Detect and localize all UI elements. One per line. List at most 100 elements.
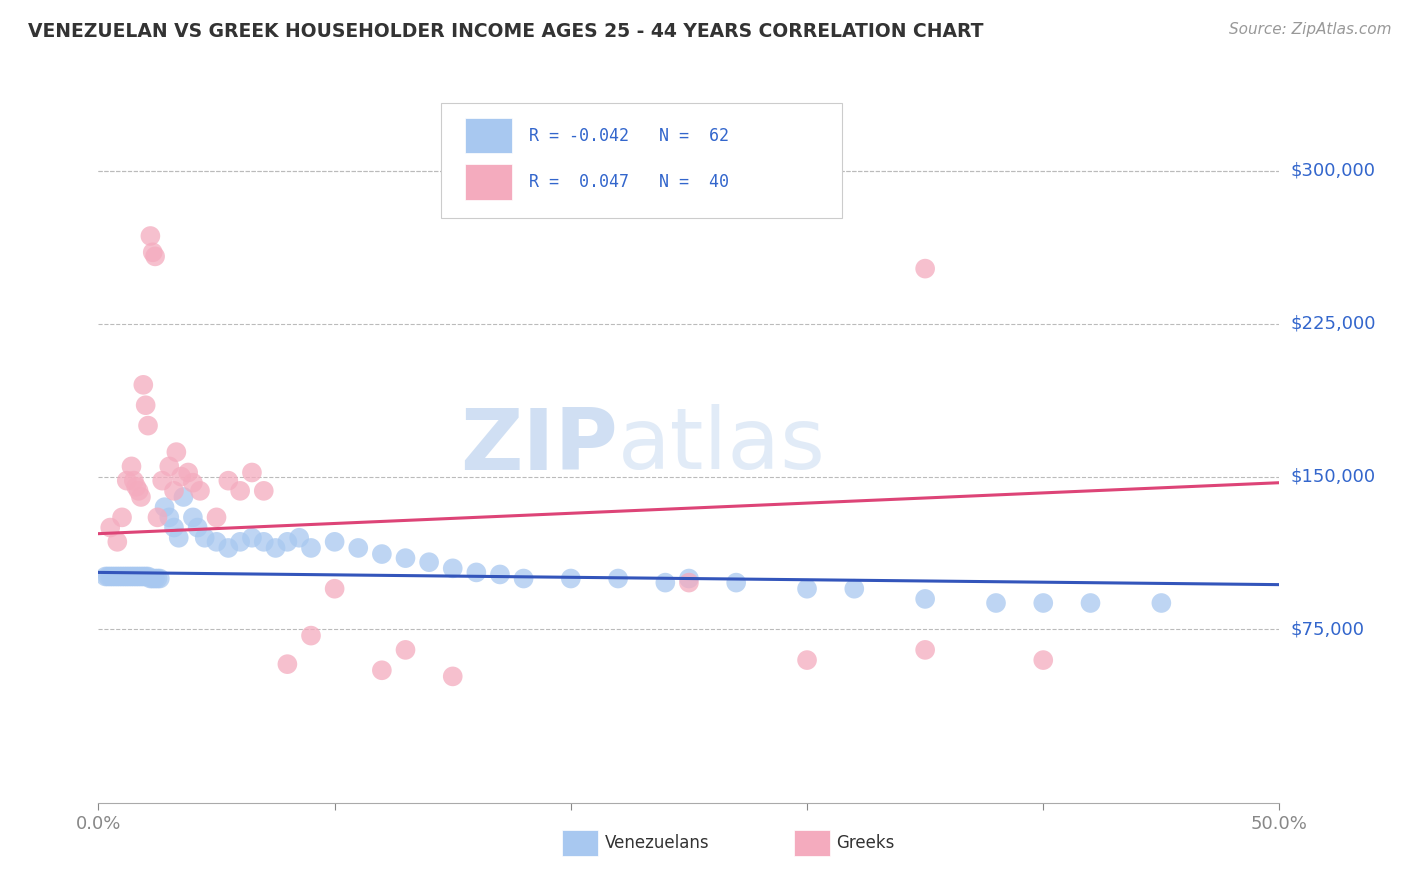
Point [347, 541, 370, 555]
Point [240, 531, 263, 545]
Point [194, 531, 217, 545]
Point [111, 569, 134, 583]
Point [108, 569, 131, 583]
Point [1150, 596, 1173, 610]
Point [128, 569, 150, 583]
Text: $300,000: $300,000 [1291, 161, 1375, 180]
Point [172, 490, 194, 504]
Point [1080, 596, 1102, 610]
Point [135, 569, 157, 583]
Point [177, 466, 200, 480]
Point [181, 510, 204, 524]
Text: $225,000: $225,000 [1291, 315, 1376, 333]
Text: R = -0.042   N =  62: R = -0.042 N = 62 [530, 127, 730, 145]
Point [654, 575, 676, 590]
Point [157, 510, 180, 524]
Point [142, 572, 165, 586]
Point [101, 569, 124, 583]
Point [142, 245, 165, 260]
Point [121, 459, 143, 474]
Point [118, 569, 141, 583]
Text: VENEZUELAN VS GREEK HOUSEHOLDER INCOME AGES 25 - 44 YEARS CORRELATION CHART: VENEZUELAN VS GREEK HOUSEHOLDER INCOME A… [28, 22, 984, 41]
Point [153, 500, 176, 515]
Point [217, 474, 239, 488]
Point [205, 534, 228, 549]
Point [1032, 596, 1054, 610]
Point [139, 572, 162, 586]
Point [105, 534, 128, 549]
Point [205, 510, 228, 524]
Text: $150,000: $150,000 [1291, 467, 1375, 485]
Point [143, 249, 166, 263]
Point [132, 569, 155, 583]
Text: R =  0.047   N =  40: R = 0.047 N = 40 [530, 173, 730, 191]
Point [163, 483, 186, 498]
Point [371, 663, 394, 677]
Point [163, 520, 186, 534]
Point [98, 520, 121, 534]
Point [512, 572, 534, 586]
Point [441, 561, 464, 575]
Point [299, 541, 322, 555]
Point [253, 534, 276, 549]
Point [188, 483, 211, 498]
Point [323, 534, 346, 549]
Text: Greeks: Greeks [837, 834, 896, 852]
Point [125, 569, 148, 583]
Text: ZIP: ZIP [460, 404, 619, 488]
Point [149, 572, 172, 586]
FancyBboxPatch shape [464, 164, 512, 200]
Point [418, 555, 440, 569]
Point [394, 551, 416, 566]
Point [288, 531, 311, 545]
Point [394, 643, 416, 657]
Point [104, 569, 127, 583]
Point [132, 377, 155, 392]
Point [607, 572, 630, 586]
Point [170, 469, 193, 483]
Point [796, 582, 818, 596]
Point [229, 534, 252, 549]
Point [146, 572, 169, 586]
Point [129, 490, 152, 504]
Point [167, 531, 190, 545]
Point [1032, 653, 1054, 667]
Point [240, 466, 263, 480]
Point [181, 475, 204, 490]
Point [115, 474, 138, 488]
Point [122, 569, 145, 583]
Point [371, 547, 394, 561]
Point [98, 569, 121, 583]
Text: atlas: atlas [619, 404, 827, 488]
Point [146, 510, 169, 524]
Point [143, 572, 166, 586]
Point [465, 566, 488, 580]
Point [914, 591, 936, 606]
Text: Venezuelans: Venezuelans [605, 834, 709, 852]
Point [914, 261, 936, 276]
Point [128, 483, 150, 498]
Point [299, 629, 322, 643]
Point [489, 567, 512, 582]
FancyBboxPatch shape [441, 103, 842, 218]
Point [229, 483, 252, 498]
Point [105, 569, 128, 583]
Point [115, 569, 138, 583]
Point [136, 569, 159, 583]
Point [844, 582, 866, 596]
Point [725, 575, 748, 590]
Point [984, 596, 1007, 610]
Point [678, 575, 700, 590]
Point [157, 459, 180, 474]
Point [165, 445, 187, 459]
Point [560, 572, 582, 586]
Point [264, 541, 287, 555]
Point [187, 520, 209, 534]
Point [129, 569, 152, 583]
Point [276, 534, 298, 549]
Point [122, 474, 145, 488]
Text: Source: ZipAtlas.com: Source: ZipAtlas.com [1229, 22, 1392, 37]
Text: $75,000: $75,000 [1291, 621, 1365, 639]
Point [678, 572, 700, 586]
Point [94, 569, 117, 583]
